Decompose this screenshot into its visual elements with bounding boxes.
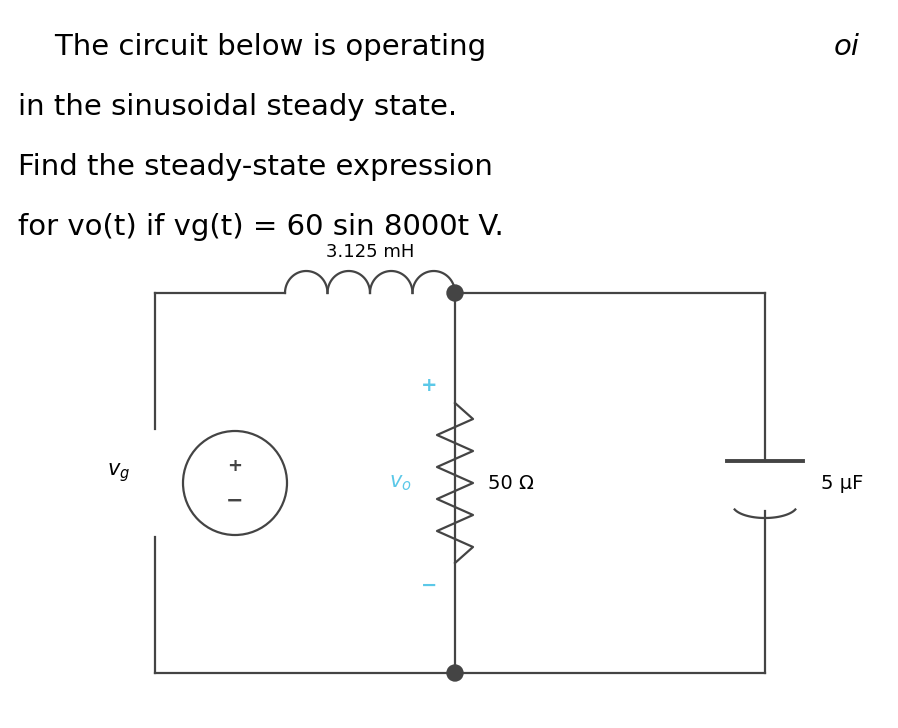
Text: $v_o$: $v_o$ [390, 473, 412, 493]
Circle shape [447, 665, 463, 681]
Text: 50 Ω: 50 Ω [488, 473, 534, 493]
Text: oi: oi [834, 33, 860, 61]
Text: $v_g$: $v_g$ [107, 462, 130, 484]
Text: +: + [421, 376, 437, 395]
Text: 5 μF: 5 μF [821, 473, 863, 493]
Text: The circuit below is operating: The circuit below is operating [18, 33, 486, 61]
Text: in the sinusoidal steady state.: in the sinusoidal steady state. [18, 93, 457, 121]
Text: −: − [421, 576, 437, 595]
Circle shape [447, 285, 463, 301]
Text: −: − [226, 491, 243, 511]
Text: 3.125 mH: 3.125 mH [326, 243, 414, 261]
Text: Find the steady-state expression: Find the steady-state expression [18, 153, 493, 181]
Text: for vo(t) if vg(t) = 60 sin 8000t V.: for vo(t) if vg(t) = 60 sin 8000t V. [18, 213, 504, 241]
Text: +: + [227, 457, 242, 475]
